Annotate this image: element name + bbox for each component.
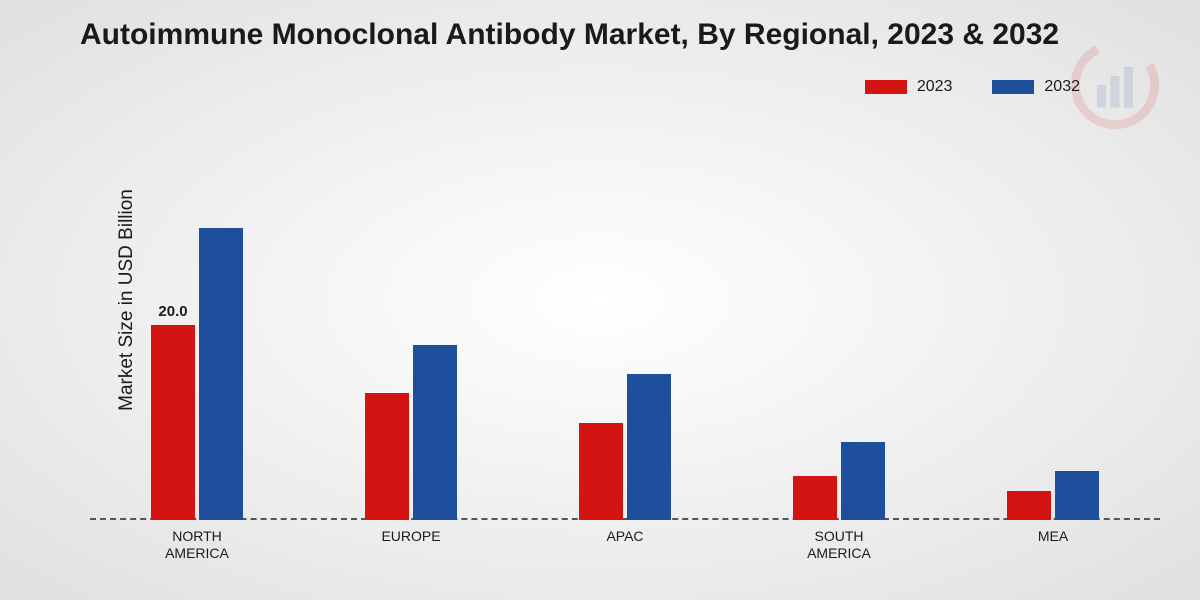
bar: 20.0 (151, 325, 195, 520)
bar (627, 374, 671, 520)
legend-item-2023: 2023 (865, 78, 953, 96)
category-label: NORTH AMERICA (165, 528, 229, 562)
bar-group: EUROPE (336, 150, 486, 520)
plot-area: 20.0NORTH AMERICA EUROPE APAC SOUTH AMERICA… (90, 150, 1160, 520)
bar (841, 442, 885, 520)
bar-group: SOUTH AMERICA (764, 150, 914, 520)
bar-group: 20.0NORTH AMERICA (122, 150, 272, 520)
category-label: APAC (606, 528, 643, 545)
bar (1055, 471, 1099, 520)
bar-pair (365, 150, 457, 520)
bar (413, 345, 457, 520)
bar (1007, 491, 1051, 520)
bar-group: APAC (550, 150, 700, 520)
legend-swatch-2023 (865, 80, 907, 94)
bar-pair (579, 150, 671, 520)
bar (199, 228, 243, 520)
legend-swatch-2032 (992, 80, 1034, 94)
bar (365, 393, 409, 520)
category-label: MEA (1038, 528, 1068, 545)
legend: 2023 2032 (865, 78, 1080, 96)
category-label: SOUTH AMERICA (807, 528, 871, 562)
bar-groups: 20.0NORTH AMERICA EUROPE APAC SOUTH AMERICA… (90, 150, 1160, 520)
legend-label-2032: 2032 (1044, 78, 1080, 96)
bar-pair (1007, 150, 1099, 520)
bar-pair (793, 150, 885, 520)
watermark-logo (1070, 40, 1160, 130)
category-label: EUROPE (381, 528, 440, 545)
bar (793, 476, 837, 520)
bar-value-label: 20.0 (158, 303, 187, 320)
legend-label-2023: 2023 (917, 78, 953, 96)
chart-title: Autoimmune Monoclonal Antibody Market, B… (80, 18, 1059, 52)
bar (579, 423, 623, 520)
bar-group: MEA (978, 150, 1128, 520)
legend-item-2032: 2032 (992, 78, 1080, 96)
bar-pair: 20.0 (151, 150, 243, 520)
